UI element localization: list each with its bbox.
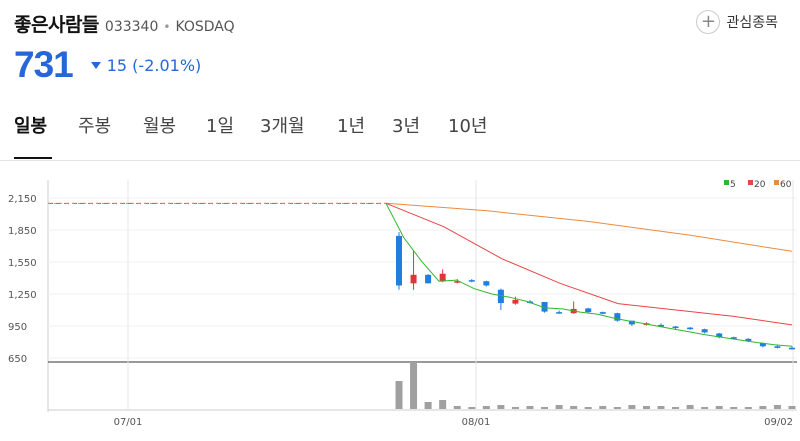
volume-bar bbox=[497, 405, 505, 409]
candle-body bbox=[425, 274, 432, 284]
tab-1day[interactable]: 1일 bbox=[206, 116, 235, 137]
tab-1year[interactable]: 1년 bbox=[337, 116, 366, 137]
candle-body bbox=[789, 347, 795, 350]
market-name: KOSDAQ bbox=[175, 19, 235, 35]
down-arrow-icon bbox=[90, 61, 101, 69]
y-tick-label: 1,250 bbox=[8, 290, 37, 301]
current-price: 731 bbox=[14, 44, 74, 85]
separator-dot: • bbox=[163, 20, 171, 34]
volume-bar bbox=[526, 406, 534, 409]
volume-bar bbox=[541, 407, 549, 409]
candle-body bbox=[599, 312, 606, 314]
x-tick-label: 09/02 bbox=[764, 417, 793, 428]
volume-bar bbox=[730, 407, 738, 409]
candle-body bbox=[658, 324, 664, 327]
volume-bar bbox=[657, 406, 665, 409]
volume-bar bbox=[424, 402, 432, 409]
price-change: 15 (-2.01%) bbox=[106, 55, 202, 75]
y-tick-label: 650 bbox=[8, 354, 27, 365]
candle-body bbox=[396, 235, 402, 286]
volume-bar bbox=[788, 406, 796, 409]
x-tick-label: 08/01 bbox=[462, 417, 491, 428]
price-row: 731 15 (-2.01%) bbox=[14, 44, 201, 86]
volume-bar bbox=[453, 406, 461, 409]
tab-10year[interactable]: 10년 bbox=[448, 116, 488, 137]
tab-3year[interactable]: 3년 bbox=[392, 116, 421, 137]
ma20-line bbox=[385, 202, 793, 326]
volume-bar bbox=[686, 405, 694, 409]
volume-bar bbox=[511, 407, 519, 409]
ma60-line bbox=[385, 202, 793, 252]
volume-bar bbox=[701, 407, 709, 409]
volume-bar bbox=[672, 407, 680, 409]
candle-body bbox=[512, 299, 519, 304]
candle-body bbox=[745, 338, 752, 341]
candle-body bbox=[468, 280, 475, 282]
candle-body bbox=[410, 274, 417, 284]
volume-bar bbox=[715, 406, 723, 409]
stock-code: 033340 bbox=[104, 19, 159, 35]
candle-body bbox=[439, 273, 446, 282]
tab-divider bbox=[0, 160, 800, 161]
volume-bar bbox=[468, 407, 476, 409]
legend-label: 20 bbox=[754, 180, 766, 190]
y-tick-label: 1,550 bbox=[8, 258, 37, 269]
volume-bar bbox=[773, 405, 781, 409]
x-tick-label: 07/01 bbox=[114, 417, 143, 428]
tab-weekly[interactable]: 주봉 bbox=[78, 116, 112, 137]
candle-body bbox=[614, 313, 621, 321]
period-tabs: 일봉 주봉 월봉 1일 3개월 1년 3년 10년 bbox=[0, 112, 800, 159]
add-favorite-label: 관심종목 bbox=[726, 15, 778, 31]
candle-body bbox=[585, 308, 592, 313]
candle-body bbox=[672, 326, 679, 329]
y-tick-label: 1,850 bbox=[8, 226, 37, 237]
volume-bar bbox=[439, 400, 447, 409]
candle-body bbox=[759, 343, 766, 347]
y-tick-label: 950 bbox=[8, 322, 27, 333]
volume-bar bbox=[584, 407, 592, 409]
candle-body bbox=[774, 346, 781, 348]
candle-body bbox=[730, 337, 737, 339]
y-tick-label: 2,150 bbox=[8, 194, 37, 205]
candle-body bbox=[716, 333, 723, 338]
volume-bar bbox=[410, 362, 418, 409]
legend-label: 60 bbox=[780, 180, 792, 190]
volume-bar bbox=[599, 406, 607, 409]
volume-bar bbox=[395, 381, 403, 409]
volume-bar bbox=[759, 406, 767, 409]
candle-body bbox=[541, 302, 548, 312]
candle-body bbox=[497, 289, 504, 304]
stock-name: 좋은사람들 bbox=[14, 14, 99, 36]
candle-body bbox=[454, 281, 461, 283]
candle-body bbox=[628, 320, 635, 325]
legend-swatch bbox=[748, 180, 753, 185]
tab-daily[interactable]: 일봉 bbox=[14, 116, 48, 137]
volume-bar bbox=[570, 406, 578, 409]
add-favorite-button[interactable]: + 관심종목 bbox=[696, 10, 778, 34]
candle-body bbox=[556, 312, 563, 314]
plus-icon: + bbox=[696, 10, 721, 34]
tab-monthly[interactable]: 월봉 bbox=[143, 116, 177, 137]
candle-body bbox=[483, 281, 490, 286]
active-tab-indicator bbox=[14, 157, 52, 159]
candle-body bbox=[687, 327, 694, 330]
volume-bar bbox=[613, 407, 621, 409]
stock-header: 좋은사람들 033340 • KOSDAQ bbox=[14, 10, 235, 36]
legend-swatch bbox=[724, 180, 729, 185]
volume-bar bbox=[642, 406, 650, 409]
tab-3month[interactable]: 3개월 bbox=[260, 116, 305, 137]
legend-swatch bbox=[774, 180, 779, 185]
volume-bar bbox=[744, 407, 752, 409]
ma5-line bbox=[385, 203, 793, 347]
legend-label: 5 bbox=[730, 180, 736, 190]
volume-bar bbox=[628, 405, 636, 409]
volume-bar bbox=[482, 406, 490, 409]
volume-bar bbox=[555, 405, 563, 409]
candle-body bbox=[701, 329, 708, 333]
